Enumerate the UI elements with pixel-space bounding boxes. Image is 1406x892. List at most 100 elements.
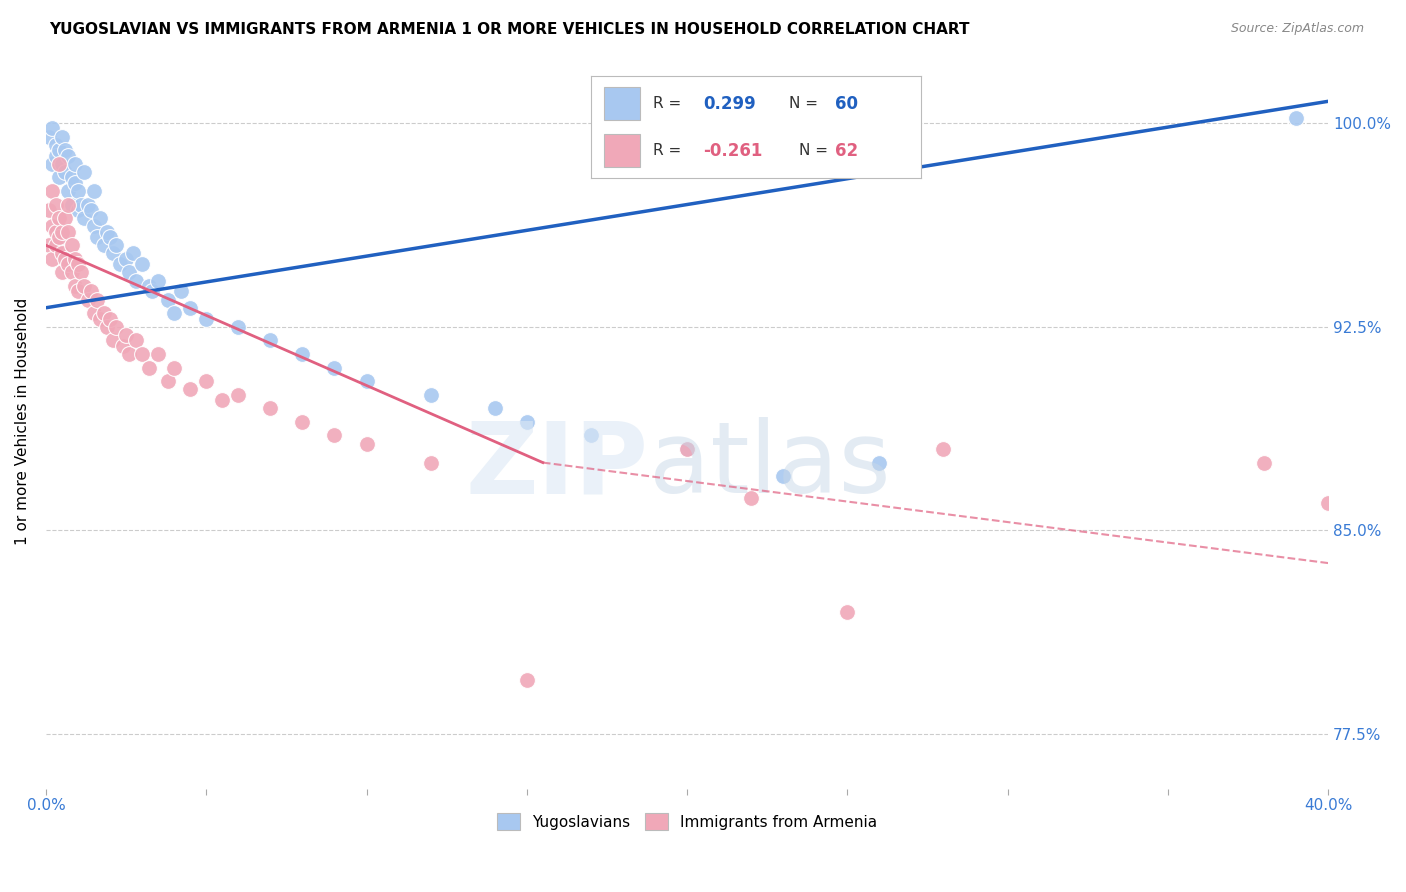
- Point: [484, 401, 506, 416]
- Point: [41, 121, 63, 136]
- Point: [73, 211, 96, 226]
- Point: [356, 374, 378, 388]
- Point: [226, 319, 249, 334]
- Point: [676, 442, 699, 456]
- Point: [73, 279, 96, 293]
- Point: [53, 165, 76, 179]
- Point: [83, 184, 105, 198]
- Point: [86, 293, 108, 307]
- Point: [80, 285, 103, 299]
- Text: 0.299: 0.299: [703, 95, 755, 112]
- Point: [70, 265, 93, 279]
- Text: N =: N =: [799, 144, 832, 158]
- Point: [111, 339, 134, 353]
- Y-axis label: 1 or more Vehicles in Household: 1 or more Vehicles in Household: [15, 298, 30, 545]
- Point: [38, 129, 60, 144]
- Point: [125, 274, 148, 288]
- Point: [163, 360, 186, 375]
- Point: [868, 456, 890, 470]
- Point: [1253, 456, 1275, 470]
- Point: [41, 184, 63, 198]
- Text: atlas: atlas: [648, 417, 890, 515]
- Point: [73, 165, 96, 179]
- Point: [419, 456, 441, 470]
- Point: [211, 393, 233, 408]
- Point: [740, 491, 762, 505]
- Point: [105, 319, 128, 334]
- Text: N =: N =: [789, 96, 823, 111]
- Point: [516, 415, 538, 429]
- Point: [63, 176, 86, 190]
- Point: [108, 257, 131, 271]
- Point: [156, 374, 179, 388]
- Point: [676, 442, 699, 456]
- Point: [63, 157, 86, 171]
- Point: [125, 334, 148, 348]
- Point: [138, 360, 160, 375]
- Point: [146, 347, 169, 361]
- Point: [98, 311, 121, 326]
- Point: [41, 157, 63, 171]
- Point: [58, 225, 80, 239]
- Point: [45, 148, 67, 162]
- Point: [516, 673, 538, 687]
- Point: [89, 311, 111, 326]
- Point: [772, 469, 794, 483]
- Point: [60, 197, 83, 211]
- Point: [83, 306, 105, 320]
- Point: [66, 257, 89, 271]
- Point: [195, 374, 218, 388]
- Point: [45, 238, 67, 252]
- Point: [163, 306, 186, 320]
- Point: [115, 327, 138, 342]
- Point: [48, 170, 70, 185]
- Point: [51, 265, 73, 279]
- Point: [96, 319, 118, 334]
- Point: [103, 334, 125, 348]
- Point: [138, 279, 160, 293]
- Point: [66, 184, 89, 198]
- Point: [53, 143, 76, 157]
- Point: [121, 246, 143, 260]
- Point: [419, 387, 441, 401]
- Point: [60, 170, 83, 185]
- Point: [38, 238, 60, 252]
- Point: [259, 401, 281, 416]
- Point: [89, 211, 111, 226]
- Point: [226, 387, 249, 401]
- Point: [291, 415, 314, 429]
- Point: [58, 197, 80, 211]
- Point: [60, 265, 83, 279]
- Text: -0.261: -0.261: [703, 142, 762, 160]
- Text: R =: R =: [654, 144, 686, 158]
- Point: [579, 428, 602, 442]
- Point: [53, 252, 76, 266]
- Point: [41, 252, 63, 266]
- Text: 60: 60: [835, 95, 858, 112]
- Point: [48, 211, 70, 226]
- Text: R =: R =: [654, 96, 686, 111]
- Point: [146, 274, 169, 288]
- Point: [60, 238, 83, 252]
- Legend: Yugoslavians, Immigrants from Armenia: Yugoslavians, Immigrants from Armenia: [491, 807, 883, 836]
- Point: [45, 137, 67, 152]
- Point: [932, 442, 955, 456]
- Text: Source: ZipAtlas.com: Source: ZipAtlas.com: [1230, 22, 1364, 36]
- Point: [66, 285, 89, 299]
- Point: [98, 230, 121, 244]
- Point: [51, 157, 73, 171]
- Point: [86, 230, 108, 244]
- Point: [83, 219, 105, 234]
- Point: [58, 148, 80, 162]
- Text: 62: 62: [835, 142, 858, 160]
- Point: [48, 143, 70, 157]
- Point: [53, 211, 76, 226]
- Point: [1285, 111, 1308, 125]
- Point: [323, 360, 346, 375]
- Point: [51, 225, 73, 239]
- Point: [105, 238, 128, 252]
- Point: [51, 246, 73, 260]
- Point: [118, 347, 141, 361]
- Point: [179, 301, 201, 315]
- Text: ZIP: ZIP: [465, 417, 648, 515]
